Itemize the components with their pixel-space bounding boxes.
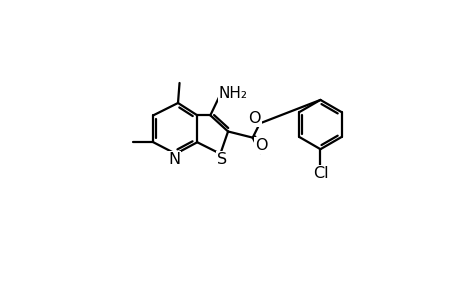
Text: O: O xyxy=(254,138,267,153)
Text: Cl: Cl xyxy=(312,166,328,181)
Text: NH₂: NH₂ xyxy=(218,86,247,101)
Text: O: O xyxy=(247,111,260,126)
Text: S: S xyxy=(216,152,226,167)
Text: N: N xyxy=(168,152,180,167)
